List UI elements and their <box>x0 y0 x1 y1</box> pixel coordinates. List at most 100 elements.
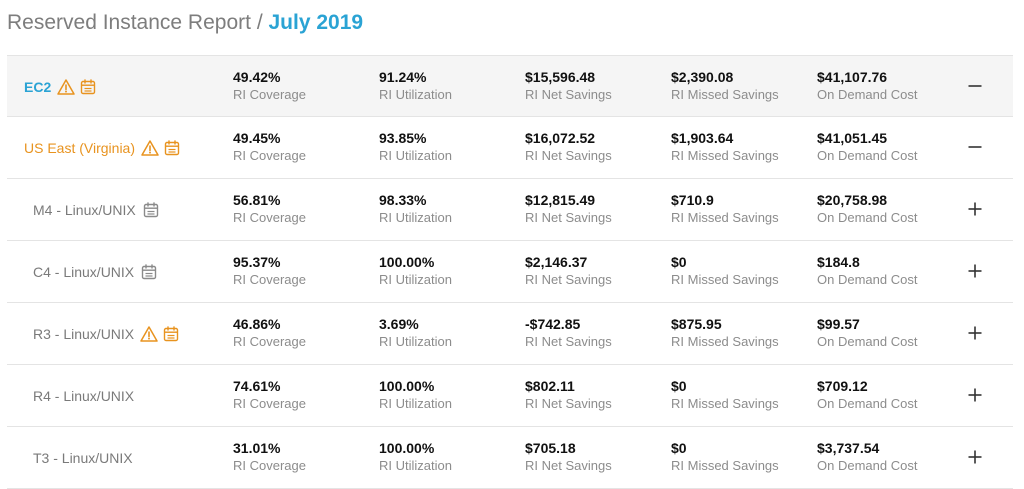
net-savings-metric: $12,815.49 RI Net Savings <box>525 192 612 226</box>
calendar-icon[interactable] <box>142 201 160 219</box>
warning-icon[interactable] <box>141 139 159 157</box>
row-name: M4 - Linux/UNIX <box>33 201 136 218</box>
warning-icon[interactable] <box>57 78 75 96</box>
expand-button[interactable] <box>959 255 991 287</box>
net-savings-label: RI Net Savings <box>525 334 612 349</box>
on-demand-cost-metric: $99.57 On Demand Cost <box>817 316 917 350</box>
utilization-value: 3.69% <box>379 316 419 332</box>
calendar-icon[interactable] <box>140 263 158 281</box>
expand-button[interactable] <box>959 441 991 473</box>
table-row[interactable]: R4 - Linux/UNIX 74.61% RI Coverage 100.00% R… <box>7 365 1013 427</box>
coverage-label: RI Coverage <box>233 272 306 287</box>
row-name-cell: EC2 <box>24 56 101 117</box>
utilization-value: 100.00% <box>379 254 435 270</box>
warning-icon[interactable] <box>140 325 158 343</box>
table-row[interactable]: US East (Virginia) 49.45% RI Coverage 93.85… <box>7 117 1013 179</box>
net-savings-label: RI Net Savings <box>525 87 612 102</box>
collapse-button[interactable] <box>959 131 991 163</box>
minus-icon <box>967 139 983 155</box>
row-name-cell: R3 - Linux/UNIX <box>33 303 184 364</box>
net-savings-value: $15,596.48 <box>525 69 596 85</box>
on-demand-cost-value: $3,737.54 <box>817 440 880 456</box>
missed-savings-value: $875.95 <box>671 316 722 332</box>
row-name: T3 - Linux/UNIX <box>33 449 133 466</box>
on-demand-cost-metric: $184.8 On Demand Cost <box>817 254 917 288</box>
expand-button[interactable] <box>959 379 991 411</box>
report-period: July 2019 <box>268 11 364 34</box>
plus-icon <box>967 449 983 465</box>
on-demand-cost-value: $41,051.45 <box>817 130 888 146</box>
coverage-label: RI Coverage <box>233 148 306 163</box>
on-demand-cost-label: On Demand Cost <box>817 334 918 349</box>
utilization-value: 100.00% <box>379 440 435 456</box>
utilization-label: RI Utilization <box>379 396 452 411</box>
coverage-value: 95.37% <box>233 254 281 270</box>
missed-savings-label: RI Missed Savings <box>671 210 779 225</box>
net-savings-value: -$742.85 <box>525 316 581 332</box>
net-savings-metric: -$742.85 RI Net Savings <box>525 316 612 350</box>
row-name: EC2 <box>24 78 52 95</box>
on-demand-cost-label: On Demand Cost <box>817 210 918 225</box>
table-row[interactable]: C4 - Linux/UNIX 95.37% RI Coverage 100.00% R… <box>7 241 1013 303</box>
calendar-icon[interactable] <box>79 78 97 96</box>
utilization-metric: 93.85% RI Utilization <box>379 130 452 164</box>
coverage-metric: 49.42% RI Coverage <box>233 69 306 103</box>
on-demand-cost-value: $41,107.76 <box>817 69 888 85</box>
calendar-icon[interactable] <box>162 325 180 343</box>
coverage-label: RI Coverage <box>233 210 306 225</box>
missed-savings-label: RI Missed Savings <box>671 458 779 473</box>
net-savings-metric: $802.11 RI Net Savings <box>525 378 612 412</box>
table-row[interactable]: M4 - Linux/UNIX 56.81% RI Coverage 98.33% RI… <box>7 179 1013 241</box>
on-demand-cost-label: On Demand Cost <box>817 272 918 287</box>
page-title: Reserved Instance Report / July 2019 <box>7 9 363 37</box>
calendar-icon[interactable] <box>163 139 181 157</box>
table-row[interactable]: T3 - Linux/UNIX 31.01% RI Coverage 100.00% R… <box>7 427 1013 489</box>
expand-button[interactable] <box>959 317 991 349</box>
coverage-value: 46.86% <box>233 316 281 332</box>
coverage-label: RI Coverage <box>233 334 306 349</box>
coverage-metric: 74.61% RI Coverage <box>233 378 306 412</box>
utilization-value: 98.33% <box>379 192 427 208</box>
net-savings-value: $2,146.37 <box>525 254 588 270</box>
utilization-value: 93.85% <box>379 130 427 146</box>
missed-savings-value: $1,903.64 <box>671 130 734 146</box>
missed-savings-metric: $0 RI Missed Savings <box>671 440 779 474</box>
utilization-label: RI Utilization <box>379 334 452 349</box>
utilization-metric: 100.00% RI Utilization <box>379 254 452 288</box>
missed-savings-value: $0 <box>671 378 687 394</box>
row-name-cell: C4 - Linux/UNIX <box>33 241 162 302</box>
missed-savings-value: $0 <box>671 254 687 270</box>
title-separator: / <box>256 11 263 34</box>
net-savings-metric: $2,146.37 RI Net Savings <box>525 254 612 288</box>
coverage-metric: 31.01% RI Coverage <box>233 440 306 474</box>
row-name: R3 - Linux/UNIX <box>33 325 135 342</box>
row-name-cell: T3 - Linux/UNIX <box>33 427 139 488</box>
expand-button[interactable] <box>959 193 991 225</box>
on-demand-cost-metric: $20,758.98 On Demand Cost <box>817 192 917 226</box>
on-demand-cost-value: $184.8 <box>817 254 860 270</box>
utilization-label: RI Utilization <box>379 148 452 163</box>
missed-savings-metric: $2,390.08 RI Missed Savings <box>671 69 779 103</box>
coverage-metric: 95.37% RI Coverage <box>233 254 306 288</box>
collapse-button[interactable] <box>959 70 991 102</box>
plus-icon <box>967 387 983 403</box>
on-demand-cost-value: $20,758.98 <box>817 192 888 208</box>
on-demand-cost-value: $709.12 <box>817 378 868 394</box>
coverage-label: RI Coverage <box>233 87 306 102</box>
missed-savings-label: RI Missed Savings <box>671 334 779 349</box>
on-demand-cost-label: On Demand Cost <box>817 396 918 411</box>
table-row[interactable]: R3 - Linux/UNIX 46.86% RI Coverage 3.69% RI … <box>7 303 1013 365</box>
missed-savings-metric: $710.9 RI Missed Savings <box>671 192 779 226</box>
net-savings-value: $802.11 <box>525 378 575 394</box>
utilization-label: RI Utilization <box>379 87 452 102</box>
report-title: Reserved Instance Report <box>7 11 251 34</box>
missed-savings-label: RI Missed Savings <box>671 396 779 411</box>
table-row[interactable]: EC2 49.42% RI Coverage 91.24% RI Utilization… <box>7 55 1013 117</box>
net-savings-label: RI Net Savings <box>525 148 612 163</box>
utilization-metric: 3.69% RI Utilization <box>379 316 452 350</box>
missed-savings-metric: $0 RI Missed Savings <box>671 254 779 288</box>
net-savings-value: $705.18 <box>525 440 576 456</box>
net-savings-label: RI Net Savings <box>525 210 612 225</box>
net-savings-metric: $15,596.48 RI Net Savings <box>525 69 612 103</box>
missed-savings-value: $710.9 <box>671 192 714 208</box>
